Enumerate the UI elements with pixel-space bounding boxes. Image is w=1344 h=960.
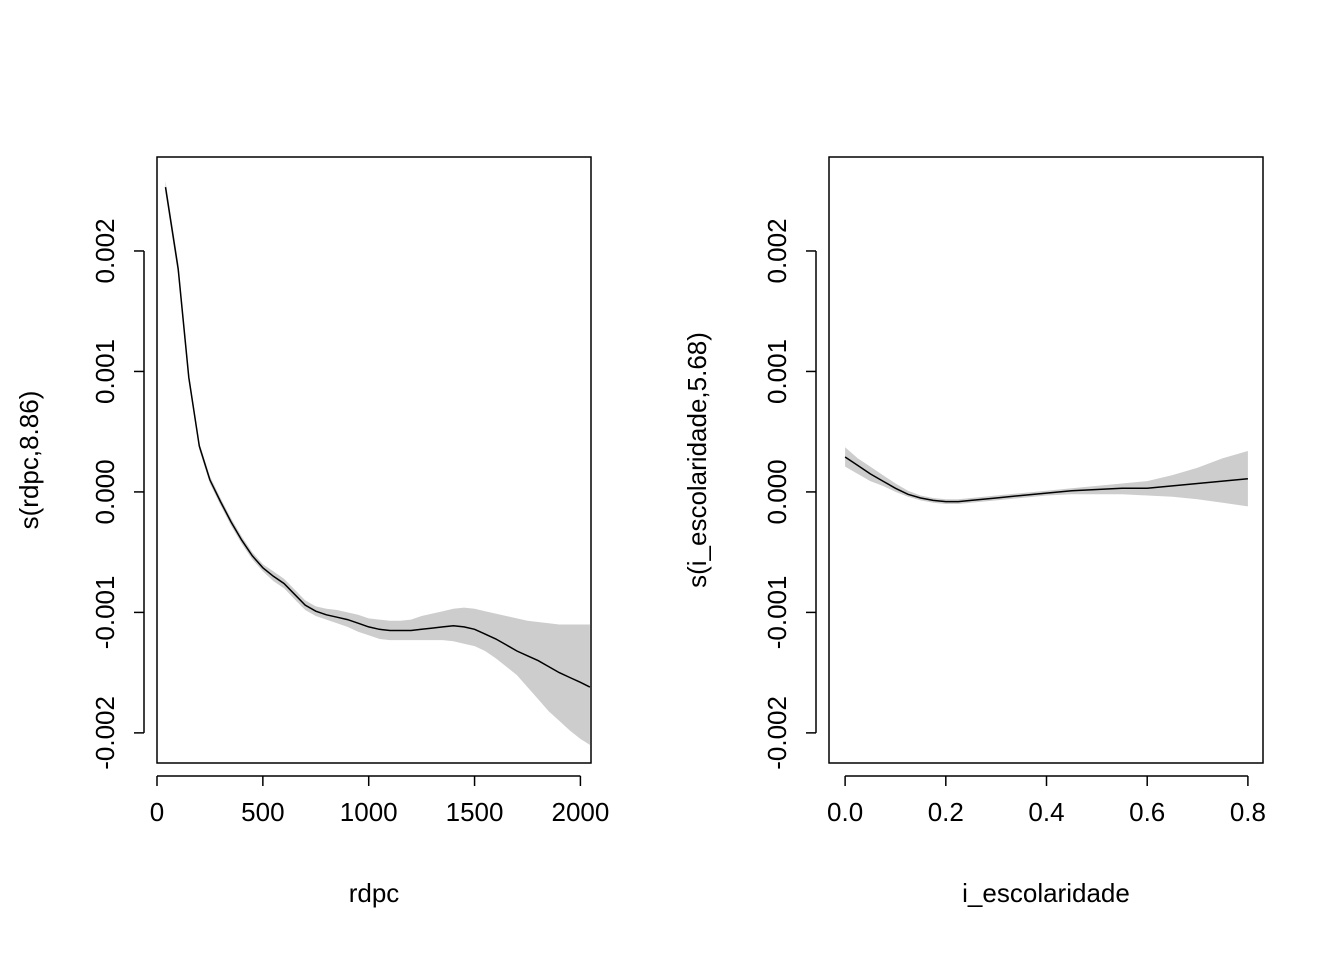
panel-rdpc: 0 500 1000 1500 2000 -0.002 -0.001 0.000 0.001 0.… — [14, 156, 609, 908]
y-tick-label: 0.001 — [90, 339, 120, 404]
y-axis-label: s(i_escolaridade,5.68) — [682, 332, 712, 588]
x-tick-label: 0 — [150, 797, 164, 827]
y-tick-label: 0.000 — [762, 459, 792, 524]
panel-i-escolaridade: 0.0 0.2 0.4 0.6 0.8 -0.002 -0.001 0.000 0.001 0.0… — [682, 156, 1266, 908]
confidence-band — [165, 181, 590, 745]
y-tick-label: 0.000 — [90, 459, 120, 524]
x-tick-label: 500 — [241, 797, 284, 827]
y-tick-label: -0.001 — [90, 576, 120, 650]
y-tick-label: -0.002 — [762, 696, 792, 770]
x-tick-label: 0.0 — [827, 797, 863, 827]
x-tick-label: 0.4 — [1028, 797, 1064, 827]
x-tick-label: 0.2 — [928, 797, 964, 827]
x-axis-label: i_escolaridade — [962, 878, 1130, 908]
smooth-line — [164, 186, 591, 688]
y-tick-label: -0.002 — [90, 696, 120, 770]
y-tick-label: 0.002 — [90, 218, 120, 283]
x-tick-label: 2000 — [551, 797, 609, 827]
y-axis-label: s(rdpc,8.86) — [14, 391, 44, 530]
x-tick-label: 0.8 — [1230, 797, 1266, 827]
x-tick-label: 1500 — [446, 797, 504, 827]
y-tick-label: 0.001 — [762, 339, 792, 404]
y-tick-label: 0.002 — [762, 218, 792, 283]
smooth-line — [844, 456, 1248, 503]
plot-frame — [828, 156, 1264, 764]
x-axis-label: rdpc — [349, 878, 400, 908]
x-tick-label: 0.6 — [1129, 797, 1165, 827]
confidence-band — [845, 447, 1248, 507]
x-tick-label: 1000 — [340, 797, 398, 827]
y-tick-label: -0.001 — [762, 576, 792, 650]
plot-frame — [156, 156, 592, 764]
